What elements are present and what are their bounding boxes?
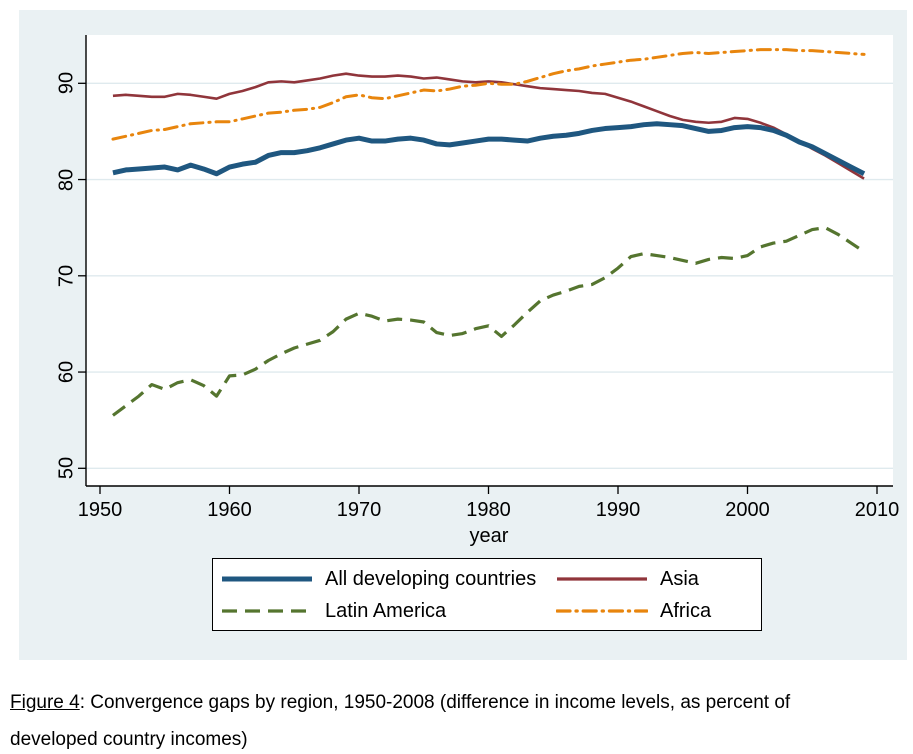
- series-line-asia: [112, 72, 865, 180]
- tick-marks: [78, 82, 878, 494]
- x-tick-label: 1970: [336, 499, 382, 521]
- x-tick-label: 1980: [466, 499, 511, 521]
- legend-label: Asia: [660, 567, 699, 590]
- legend-item-latin-america: Latin America: [221, 596, 446, 626]
- legend-label: Latin America: [325, 599, 447, 622]
- x-tick-label: 2010: [854, 499, 900, 521]
- y-tick-label: 60: [55, 360, 78, 384]
- caption-text: : Convergence gaps by region, 1950-2008 …: [10, 692, 791, 750]
- series-line-latin-america: [111, 226, 865, 417]
- figure-label: Figure 4: [10, 692, 80, 713]
- x-tick-label: 1950: [77, 499, 123, 521]
- x-tick-label: 1990: [595, 499, 641, 521]
- chart: 50 60 70 80 90 1950 1960 1970 1980 1990 2000 2010 …: [19, 10, 907, 660]
- x-axis-title: year: [469, 525, 509, 547]
- legend-item-all-developing-countries: All developing countries: [221, 564, 536, 594]
- legend: All developing countries Asia Latin Amer…: [212, 558, 762, 631]
- plot-background: [86, 35, 893, 486]
- y-tick-label: 70: [55, 264, 78, 287]
- series-line-africa: [111, 48, 866, 141]
- legend-key-asia-icon: [557, 577, 647, 581]
- legend-item-africa: Africa: [556, 596, 711, 626]
- legend-label: All developing countries: [325, 567, 537, 590]
- legend-key-latin-america-icon: [222, 609, 312, 613]
- figure-caption: Figure 4: Convergence gaps by region, 19…: [10, 684, 880, 754]
- x-tick-label: 2000: [725, 499, 770, 521]
- gridlines: [86, 82, 893, 469]
- y-tick-label: 90: [55, 72, 78, 95]
- axes: [85, 35, 893, 487]
- legend-key-all-developing-countries-icon: [222, 576, 312, 582]
- y-tick-label: 50: [55, 457, 78, 480]
- plot-area: [78, 35, 893, 494]
- x-tick-label: 1960: [207, 499, 252, 521]
- y-tick-label: 80: [55, 168, 78, 191]
- series-line-all-developing-countries: [112, 121, 866, 177]
- legend-item-asia: Asia: [556, 564, 699, 594]
- legend-key-africa-icon: [556, 609, 648, 613]
- legend-label: Africa: [660, 599, 712, 622]
